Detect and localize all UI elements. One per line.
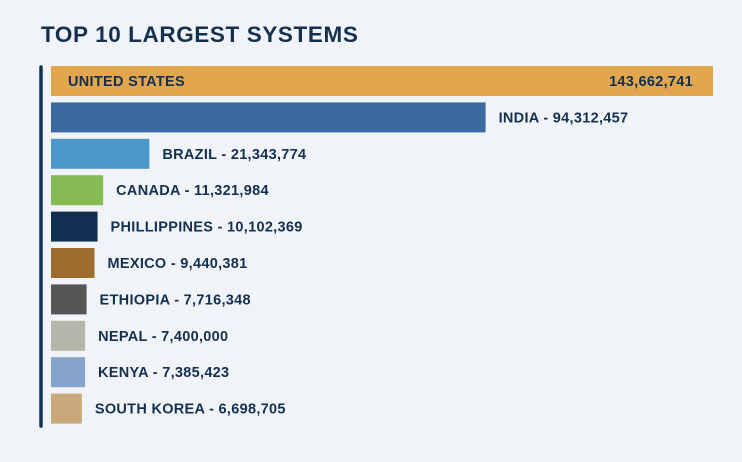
chart-title: TOP 10 LARGEST SYSTEMS [41, 22, 359, 47]
bar-label-brazil: BRAZIL - 21,343,774 [162, 147, 306, 163]
bar-south-korea [51, 393, 82, 424]
bar-mexico [51, 248, 95, 278]
bar-label-kenya: KENYA - 7,385,423 [98, 365, 229, 381]
bar-ethiopia [51, 284, 87, 315]
bar-label-nepal: NEPAL - 7,400,000 [98, 329, 228, 345]
bar-brazil [51, 138, 150, 169]
bar-united-states [51, 66, 713, 96]
bar-label-ethiopia: ETHIOPIA - 7,716,348 [100, 292, 251, 308]
bar-label-mexico: MEXICO - 9,440,381 [108, 256, 248, 272]
bar-label-india: INDIA - 94,312,457 [499, 110, 629, 126]
bar-label-south-korea: SOUTH KOREA - 6,698,705 [95, 402, 286, 418]
bars-group: UNITED STATES 143,662,741 INDIA - 94,312,4… [51, 66, 713, 424]
bar-india [51, 102, 486, 133]
bar-label-canada: CANADA - 11,321,984 [116, 183, 269, 199]
value-label-united-states: 143,662,741 [609, 74, 693, 90]
bar-label-phillippines: PHILLIPPINES - 10,102,369 [111, 220, 303, 236]
bar-label-united-states: UNITED STATES [68, 74, 185, 90]
bar-nepal [51, 320, 86, 351]
bar-canada [51, 175, 104, 206]
bar-kenya [51, 357, 86, 388]
bar-phillippines [51, 211, 98, 242]
